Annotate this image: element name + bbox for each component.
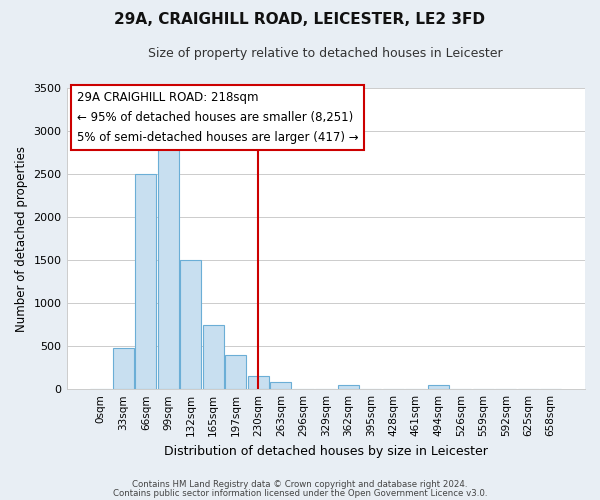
- Text: 29A CRAIGHILL ROAD: 218sqm
← 95% of detached houses are smaller (8,251)
5% of se: 29A CRAIGHILL ROAD: 218sqm ← 95% of deta…: [77, 91, 359, 144]
- Y-axis label: Number of detached properties: Number of detached properties: [15, 146, 28, 332]
- Bar: [225, 355, 247, 389]
- Bar: [113, 348, 134, 389]
- Title: Size of property relative to detached houses in Leicester: Size of property relative to detached ho…: [148, 48, 503, 60]
- X-axis label: Distribution of detached houses by size in Leicester: Distribution of detached houses by size …: [164, 444, 488, 458]
- Bar: [158, 148, 179, 389]
- Bar: [248, 376, 269, 389]
- Bar: [135, 174, 157, 389]
- Bar: [203, 324, 224, 389]
- Bar: [428, 386, 449, 389]
- Bar: [338, 385, 359, 389]
- Bar: [270, 382, 292, 389]
- Text: Contains public sector information licensed under the Open Government Licence v3: Contains public sector information licen…: [113, 488, 487, 498]
- Bar: [180, 260, 202, 389]
- Text: Contains HM Land Registry data © Crown copyright and database right 2024.: Contains HM Land Registry data © Crown c…: [132, 480, 468, 489]
- Text: 29A, CRAIGHILL ROAD, LEICESTER, LE2 3FD: 29A, CRAIGHILL ROAD, LEICESTER, LE2 3FD: [115, 12, 485, 28]
